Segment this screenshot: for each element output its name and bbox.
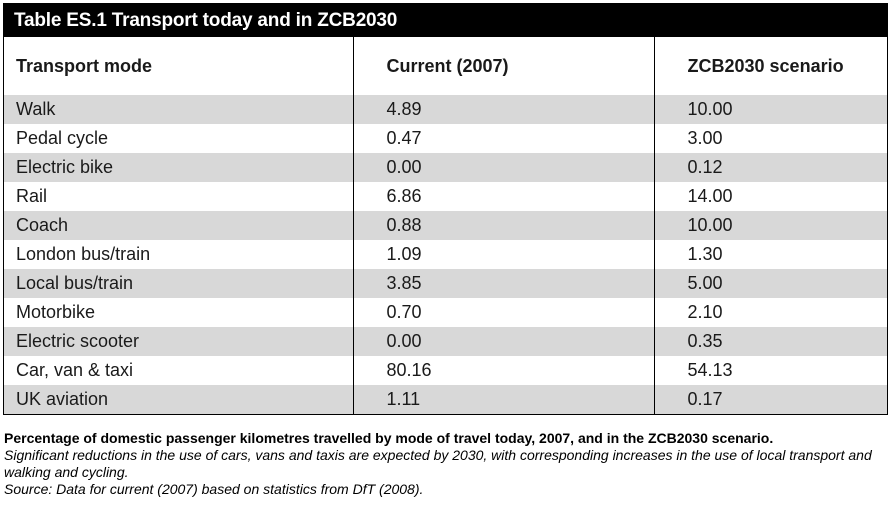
table-row: Electric scooter 0.00 0.35 [4, 327, 887, 356]
transport-table: Transport mode Current (2007) ZCB2030 sc… [4, 37, 887, 414]
scenario-cell: 0.35 [653, 327, 887, 356]
current-cell: 0.70 [352, 298, 654, 327]
scenario-cell: 0.17 [653, 385, 887, 414]
scenario-cell: 2.10 [653, 298, 887, 327]
current-cell: 1.11 [352, 385, 654, 414]
table-row: UK aviation 1.11 0.17 [4, 385, 887, 414]
table-row: Pedal cycle 0.47 3.00 [4, 124, 887, 153]
mode-cell: Car, van & taxi [16, 360, 134, 380]
caption-heading: Percentage of domestic passenger kilomet… [4, 430, 774, 446]
current-cell: 4.89 [352, 95, 654, 124]
scenario-cell: 5.00 [653, 269, 887, 298]
mode-cell: Coach [4, 211, 353, 240]
table-caption: Percentage of domestic passenger kilomet… [4, 430, 888, 498]
table-title: Table ES.1 Transport today and in ZCB203… [4, 4, 887, 37]
mode-cell: Electric bike [4, 153, 353, 182]
scenario-cell: 14.00 [653, 182, 887, 211]
mode-cell: Rail [16, 186, 48, 206]
header-row: Transport mode Current (2007) ZCB2030 sc… [4, 37, 887, 95]
header-zcb2030-scenario: ZCB2030 scenario [653, 37, 887, 95]
table-row: Car, van & taxi 80.16 54.13 [4, 356, 887, 385]
scenario-cell: 10.00 [653, 95, 887, 124]
caption-source: Source: Data for current (2007) based on… [4, 481, 424, 497]
mode-cell: London bus/train [16, 244, 151, 264]
mode-cell: Local bus/train [4, 269, 353, 298]
current-cell: 80.16 [352, 356, 654, 385]
table-row: Coach 0.88 10.00 [4, 211, 887, 240]
mode-cell: UK aviation [4, 385, 353, 414]
header-transport-mode: Transport mode [16, 55, 153, 76]
current-cell: 6.86 [352, 182, 654, 211]
scenario-cell: 0.12 [653, 153, 887, 182]
current-cell: 1.09 [352, 240, 654, 269]
scenario-cell: 10.00 [653, 211, 887, 240]
mode-cell: Electric scooter [4, 327, 353, 356]
table-row: Motorbike 0.70 2.10 [4, 298, 887, 327]
table-row: Walk 4.89 10.00 [4, 95, 887, 124]
mode-cell: Pedal cycle [16, 128, 109, 148]
table-frame: Table ES.1 Transport today and in ZCB203… [3, 3, 888, 415]
current-cell: 0.47 [352, 124, 654, 153]
current-cell: 3.85 [352, 269, 654, 298]
mode-cell: Motorbike [16, 302, 96, 322]
table-row: Electric bike 0.00 0.12 [4, 153, 887, 182]
table-row: London bus/train 1.09 1.30 [4, 240, 887, 269]
caption-note: Significant reductions in the use of car… [4, 447, 872, 480]
header-current-2007: Current (2007) [352, 37, 654, 95]
current-cell: 0.88 [352, 211, 654, 240]
scenario-cell: 54.13 [653, 356, 887, 385]
mode-cell: Walk [4, 95, 353, 124]
scenario-cell: 1.30 [653, 240, 887, 269]
table-row: Rail 6.86 14.00 [4, 182, 887, 211]
scenario-cell: 3.00 [653, 124, 887, 153]
current-cell: 0.00 [352, 327, 654, 356]
current-cell: 0.00 [352, 153, 654, 182]
table-row: Local bus/train 3.85 5.00 [4, 269, 887, 298]
